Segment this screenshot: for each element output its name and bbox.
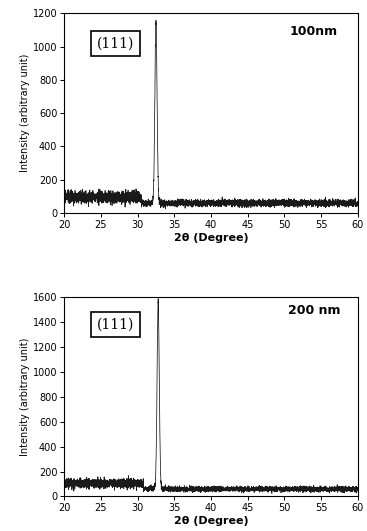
Text: (111): (111) (97, 317, 134, 331)
Y-axis label: Intensity (arbitrary unit): Intensity (arbitrary unit) (20, 54, 30, 172)
Text: 200 nm: 200 nm (287, 304, 340, 317)
X-axis label: 2θ (Degree): 2θ (Degree) (174, 233, 248, 243)
Text: (111): (111) (97, 36, 134, 50)
Text: 100nm: 100nm (290, 25, 338, 38)
Y-axis label: Intensity (arbitrary unit): Intensity (arbitrary unit) (20, 338, 30, 456)
X-axis label: 2θ (Degree): 2θ (Degree) (174, 516, 248, 526)
